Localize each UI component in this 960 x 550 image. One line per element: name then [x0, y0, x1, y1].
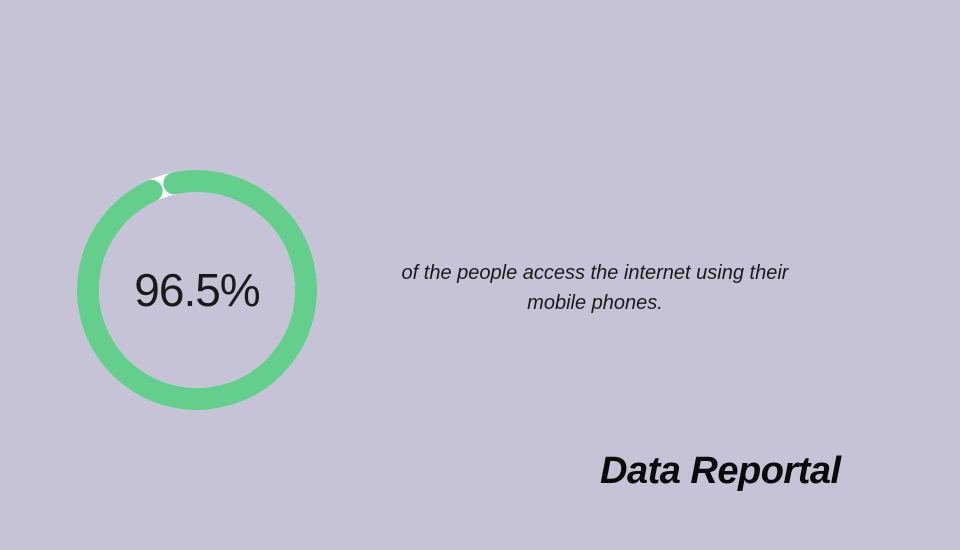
description-text: of the people access the internet using …	[380, 258, 810, 318]
infographic-canvas: 96.5% of the people access the internet …	[0, 0, 960, 550]
donut-percent-label: 96.5%	[134, 263, 259, 317]
source-label: Data Reportal	[600, 450, 841, 493]
donut-chart: 96.5%	[77, 170, 317, 410]
